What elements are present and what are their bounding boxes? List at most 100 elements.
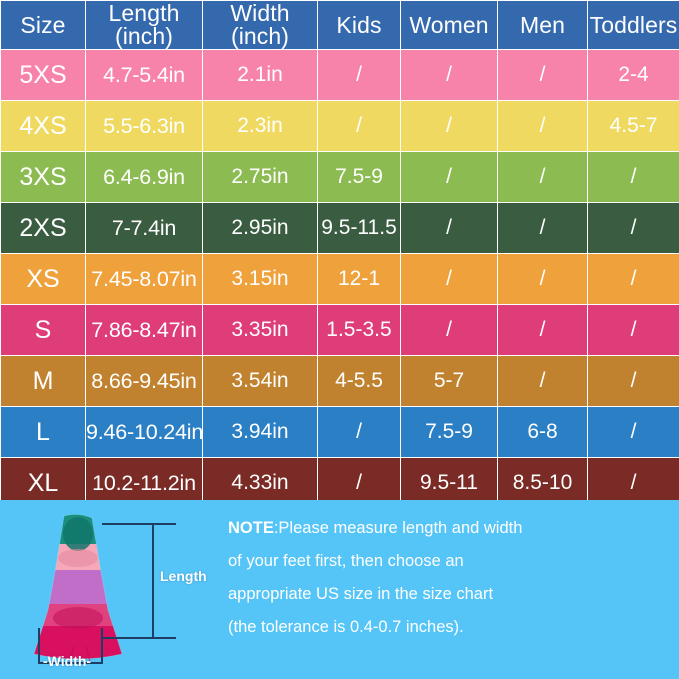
- table-row: S 7.86-8.47in 3.35in 1.5-3.5 / / /: [0, 304, 679, 356]
- cell-kids: 7.5-9: [317, 151, 401, 203]
- length-label: Length: [160, 568, 207, 584]
- cell-toddlers: /: [587, 253, 679, 305]
- length-arrow-line: [152, 524, 154, 638]
- cell-size: XS: [0, 253, 86, 305]
- cell-women: 7.5-9: [400, 406, 498, 458]
- cell-toddlers: /: [587, 355, 679, 407]
- cell-kids: 9.5-11.5: [317, 202, 401, 254]
- cell-length: 9.46-10.24in: [85, 406, 203, 458]
- cell-size: M: [0, 355, 86, 407]
- cell-kids: /: [317, 406, 401, 458]
- cell-width: 2.95in: [202, 202, 318, 254]
- cell-length: 5.5-6.3in: [85, 100, 203, 152]
- note-line-1: NOTE:Please measure length and width: [228, 512, 668, 545]
- column-header-kids-label: Kids: [336, 11, 382, 38]
- cell-width: 3.35in: [202, 304, 318, 356]
- note-section: Length -Width- NOTE:Please measure lengt…: [0, 500, 679, 679]
- cell-size: L: [0, 406, 86, 458]
- column-header-kids: Kids: [317, 0, 401, 50]
- width-label: -Width-: [43, 653, 92, 669]
- cell-men: /: [497, 100, 588, 152]
- cell-women: /: [400, 304, 498, 356]
- cell-length: 7.86-8.47in: [85, 304, 203, 356]
- column-header-length: Length (inch): [85, 0, 203, 50]
- cell-toddlers: /: [587, 151, 679, 203]
- cell-women: /: [400, 100, 498, 152]
- column-header-men: Men: [497, 0, 588, 50]
- column-header-width-unit: (inch): [230, 23, 290, 50]
- table-row: XS 7.45-8.07in 3.15in 12-1 / / /: [0, 253, 679, 305]
- cell-length: 6.4-6.9in: [85, 151, 203, 203]
- note-line-2: of your feet first, then choose an: [228, 552, 464, 570]
- cell-length: 7.45-8.07in: [85, 253, 203, 305]
- cell-length: 4.7-5.4in: [85, 49, 203, 101]
- cell-women: /: [400, 253, 498, 305]
- table-row: 3XS 6.4-6.9in 2.75in 7.5-9 / / /: [0, 151, 679, 203]
- fin-measurement-figure: Length -Width-: [8, 504, 213, 679]
- cell-width: 2.3in: [202, 100, 318, 152]
- column-header-length-unit: (inch): [114, 23, 174, 50]
- cell-toddlers: /: [587, 304, 679, 356]
- column-header-toddlers-label: Toddlers: [589, 11, 678, 38]
- cell-toddlers: /: [587, 406, 679, 458]
- cell-size: 3XS: [0, 151, 86, 203]
- width-left-tick: [38, 628, 40, 664]
- column-header-women-label: Women: [409, 11, 489, 38]
- cell-women: /: [400, 49, 498, 101]
- cell-size: 2XS: [0, 202, 86, 254]
- length-dimension-indicator: Length: [102, 518, 207, 644]
- cell-men: /: [497, 49, 588, 101]
- cell-women: 5-7: [400, 355, 498, 407]
- cell-toddlers: /: [587, 202, 679, 254]
- cell-kids: /: [317, 49, 401, 101]
- cell-men: /: [497, 202, 588, 254]
- cell-width: 3.94in: [202, 406, 318, 458]
- width-dimension-indicator: -Width-: [26, 628, 136, 670]
- cell-kids: 4-5.5: [317, 355, 401, 407]
- column-header-size-label: Size: [20, 11, 66, 38]
- column-header-length-label: Length: [108, 0, 180, 27]
- cell-length: 8.66-9.45in: [85, 355, 203, 407]
- header-row: Size Length (inch) Width (inch) Kids Wom…: [0, 0, 679, 50]
- note-line-3: appropriate US size in the size chart: [228, 585, 494, 603]
- column-header-size: Size: [0, 0, 86, 50]
- note-label: NOTE: [228, 519, 274, 537]
- cell-toddlers: 4.5-7: [587, 100, 679, 152]
- cell-kids: /: [317, 100, 401, 152]
- table-row: 2XS 7-7.4in 2.95in 9.5-11.5 / / /: [0, 202, 679, 254]
- cell-width: 2.75in: [202, 151, 318, 203]
- cell-length: 7-7.4in: [85, 202, 203, 254]
- table-row: 4XS 5.5-6.3in 2.3in / / / 4.5-7: [0, 100, 679, 152]
- column-header-width: Width (inch): [202, 0, 318, 50]
- cell-men: /: [497, 355, 588, 407]
- table-header: Size Length (inch) Width (inch) Kids Wom…: [0, 0, 679, 50]
- cell-width: 2.1in: [202, 49, 318, 101]
- swim-fin-icon: [33, 514, 123, 663]
- cell-men: /: [497, 151, 588, 203]
- size-chart-table: Size Length (inch) Width (inch) Kids Wom…: [0, 0, 679, 509]
- cell-size: 4XS: [0, 100, 86, 152]
- column-header-width-label: Width: [230, 0, 290, 27]
- length-bottom-tick: [102, 637, 176, 639]
- table-body: 5XS 4.7-5.4in 2.1in / / / 2-4 4XS 5.5-6.…: [0, 49, 679, 509]
- width-arrow-line: [38, 662, 102, 664]
- cell-kids: 1.5-3.5: [317, 304, 401, 356]
- cell-width: 3.54in: [202, 355, 318, 407]
- note-line-1-text: :Please measure length and width: [273, 519, 523, 537]
- table-row: M 8.66-9.45in 3.54in 4-5.5 5-7 / /: [0, 355, 679, 407]
- cell-kids: 12-1: [317, 253, 401, 305]
- table-row: 5XS 4.7-5.4in 2.1in / / / 2-4: [0, 49, 679, 101]
- table-row: L 9.46-10.24in 3.94in / 7.5-9 6-8 /: [0, 406, 679, 458]
- cell-toddlers: 2-4: [587, 49, 679, 101]
- note-line-4: (the tolerance is 0.4-0.7 inches).: [228, 618, 464, 636]
- width-right-tick: [101, 628, 103, 664]
- cell-women: /: [400, 202, 498, 254]
- note-text-block: NOTE:Please measure length and width of …: [228, 512, 668, 644]
- cell-size: S: [0, 304, 86, 356]
- column-header-men-label: Men: [519, 11, 566, 38]
- column-header-toddlers: Toddlers: [587, 0, 679, 50]
- cell-women: /: [400, 151, 498, 203]
- cell-men: /: [497, 304, 588, 356]
- cell-men: /: [497, 253, 588, 305]
